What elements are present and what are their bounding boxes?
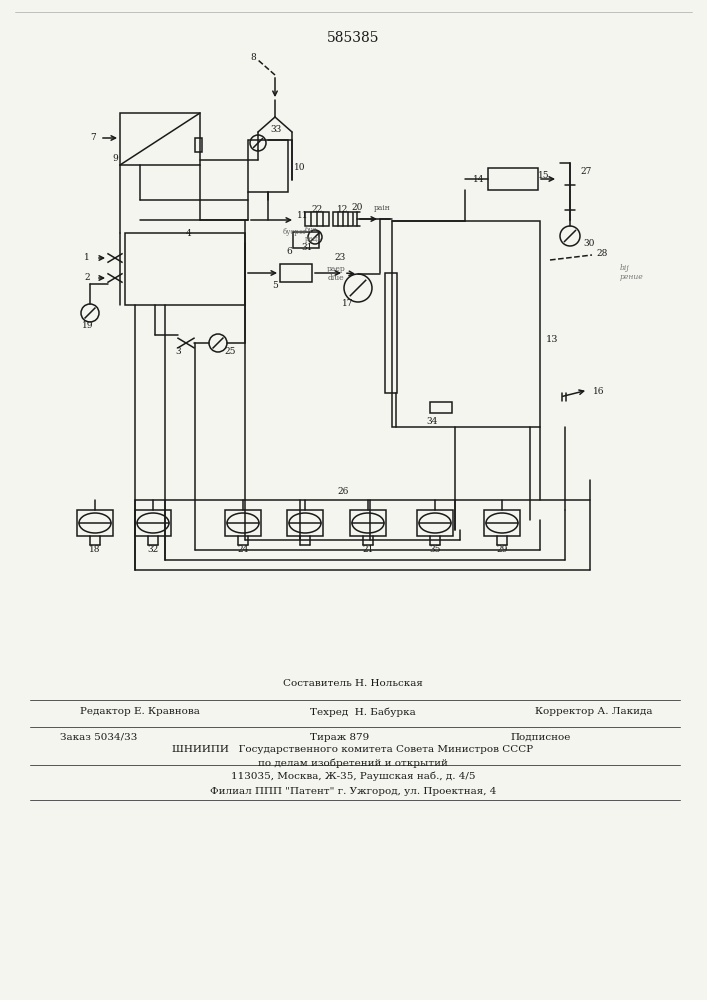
Text: 19: 19	[82, 320, 94, 330]
Text: 28: 28	[596, 249, 607, 258]
Bar	[417, 510, 453, 536]
Text: 2: 2	[84, 273, 90, 282]
Bar	[392, 221, 540, 427]
Text: Составитель Н. Нольская: Составитель Н. Нольская	[283, 678, 423, 688]
Text: Редактор Е. Кравнова: Редактор Е. Кравнова	[80, 708, 200, 716]
Text: Заказ 5034/33: Заказ 5034/33	[60, 732, 137, 742]
Bar	[488, 168, 538, 190]
Text: 9: 9	[112, 154, 118, 163]
Text: раін: раін	[373, 204, 390, 212]
Text: 32: 32	[147, 546, 158, 554]
Bar	[305, 212, 329, 226]
Text: рець: рець	[305, 235, 322, 243]
Text: 27: 27	[580, 167, 591, 176]
Bar	[333, 212, 353, 226]
Text: 5: 5	[272, 280, 278, 290]
Text: 12: 12	[337, 206, 349, 215]
Text: 16: 16	[593, 387, 604, 396]
Bar	[135, 510, 171, 536]
Text: Филиал ППП "Патент" г. Ужгород, ул. Проектная, 4: Филиал ППП "Патент" г. Ужгород, ул. Прое…	[210, 788, 496, 796]
Bar	[248, 140, 288, 192]
Text: 113035, Москва, Ж-35, Раушская наб., д. 4/5: 113035, Москва, Ж-35, Раушская наб., д. …	[230, 771, 475, 781]
Text: по делам изобретений и открытий: по делам изобретений и открытий	[258, 758, 448, 768]
Text: 23: 23	[334, 253, 346, 262]
Text: 8: 8	[250, 52, 256, 62]
Bar	[225, 510, 261, 536]
Bar	[280, 264, 312, 282]
Bar	[350, 510, 386, 536]
Text: 29: 29	[496, 546, 508, 554]
Text: 21: 21	[362, 546, 374, 554]
Text: diue: diue	[327, 274, 344, 282]
Text: 22: 22	[311, 206, 322, 215]
Text: bij
рение: bij рение	[620, 264, 644, 281]
Text: 1: 1	[84, 253, 90, 262]
Text: 24: 24	[238, 546, 249, 554]
Text: Техред  Н. Бабурка: Техред Н. Бабурка	[310, 707, 416, 717]
Text: раер: раер	[327, 265, 346, 273]
Text: 26: 26	[337, 488, 349, 496]
Text: 14: 14	[472, 176, 484, 184]
Bar	[385, 273, 397, 393]
Text: Корректор А. Лакида: Корректор А. Лакида	[535, 708, 653, 716]
Text: 4: 4	[186, 229, 192, 237]
Text: бусрег: бусрег	[283, 228, 308, 236]
Bar	[195, 138, 202, 152]
Text: 20: 20	[351, 204, 363, 213]
Text: ШНИИПИ   Государственного комитета Совета Министров СССР: ШНИИПИ Государственного комитета Совета …	[173, 746, 534, 754]
Text: 10: 10	[294, 163, 305, 172]
Text: 15: 15	[538, 170, 549, 180]
Text: бус: бус	[305, 226, 317, 234]
Text: Подписное: Подписное	[510, 732, 571, 742]
Text: 34: 34	[426, 417, 438, 426]
Bar	[287, 510, 323, 536]
Text: 3: 3	[175, 348, 181, 357]
Text: 31: 31	[301, 242, 312, 251]
Bar	[293, 232, 319, 248]
Text: 30: 30	[583, 239, 595, 248]
Text: 18: 18	[89, 546, 101, 554]
Bar	[484, 510, 520, 536]
Text: 6: 6	[286, 246, 292, 255]
Bar	[125, 233, 245, 305]
Text: 35: 35	[429, 546, 440, 554]
Bar	[77, 510, 113, 536]
Text: 7: 7	[90, 133, 96, 142]
Text: Тираж 879: Тираж 879	[310, 732, 369, 742]
Text: 33: 33	[270, 125, 281, 134]
Text: 585385: 585385	[327, 31, 379, 45]
Text: 13: 13	[546, 336, 559, 344]
Text: 11: 11	[297, 211, 308, 220]
Text: 17: 17	[342, 300, 354, 308]
Text: 25: 25	[224, 348, 235, 357]
Bar	[120, 113, 200, 165]
Bar	[430, 402, 452, 413]
